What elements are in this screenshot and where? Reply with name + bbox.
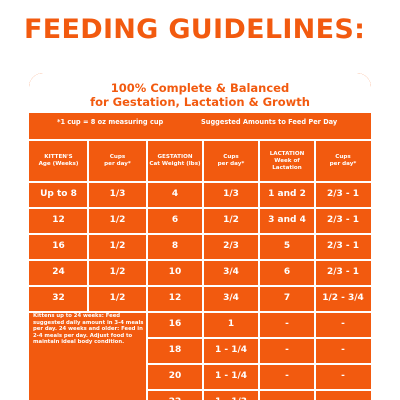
table-cell: -: [285, 345, 289, 355]
table-cell: 2/3 - 1: [326, 267, 360, 277]
table-cell: 2/3 - 1: [326, 215, 360, 225]
table-cell: 4: [171, 189, 179, 199]
table-cell: 12: [52, 215, 65, 225]
table-cell: 16: [168, 319, 182, 329]
table-cell: 6: [283, 267, 291, 277]
divider: [29, 259, 371, 261]
table-cell: 2/3 - 1: [326, 189, 360, 199]
col-header-lactation-cups: Cups per day*: [329, 154, 357, 167]
table-cell: 7: [283, 293, 291, 303]
table-cell: -: [341, 319, 345, 329]
table-cell: 1/2: [109, 293, 126, 303]
table-cell: 6: [171, 215, 179, 225]
divider: [258, 139, 260, 400]
table-cell: 1 - 1/4: [214, 345, 248, 355]
panel-heading-line1: 100% Complete & Balanced: [110, 81, 290, 95]
table-cell: 5: [283, 241, 291, 251]
table-cell: 1: [227, 319, 235, 329]
table-cell: -: [341, 345, 345, 355]
table-cell: 1/3: [223, 189, 239, 199]
divider: [29, 311, 371, 313]
table-cell: 1 - 1/4: [214, 371, 248, 381]
table-cell: 16: [52, 241, 65, 251]
table-cell: Up to 8: [40, 189, 77, 199]
divider: [202, 139, 204, 400]
feeding-note: Kittens up to 24 weeks: Feed suggested d…: [33, 313, 144, 346]
table-cell: 2/3: [223, 241, 239, 251]
table-cell: 3/4: [223, 293, 239, 303]
table-cell: 1/2: [223, 215, 239, 225]
table-cell: -: [259, 389, 315, 400]
panel-heading-line2: for Gestation, Lactation & Growth: [90, 95, 310, 109]
table-cell: 12: [168, 293, 182, 303]
table-cell: 1/2: [109, 267, 126, 277]
divider: [314, 139, 316, 400]
table-cell: -: [285, 371, 289, 381]
table-cell: 3 and 4: [268, 215, 306, 225]
divider: [146, 139, 148, 400]
table-cell: 24: [52, 267, 65, 277]
divider: [87, 139, 89, 311]
table-cell: 2/3 - 1: [326, 241, 360, 251]
table-cell: 32: [52, 293, 65, 303]
table-cell: -: [285, 319, 289, 329]
col-header-kitten-cups: Cups per day*: [104, 154, 131, 167]
divider: [29, 139, 371, 141]
suggested-amounts-label: Suggested Amounts to Feed Per Day: [201, 118, 338, 126]
table-cell: -: [341, 371, 345, 381]
cup-note: *1 cup = 8 oz measuring cup: [57, 118, 164, 126]
table-cell: 8: [171, 241, 179, 251]
table-cell: 22: [147, 389, 203, 400]
table-cell: 1/3: [109, 189, 126, 199]
page-title: FEEDING GUIDELINES:: [24, 14, 366, 45]
col-header-gestation-cups: Cups per day*: [217, 154, 245, 167]
table-cell: 1/2 - 3/4: [322, 293, 364, 303]
divider: [29, 207, 371, 209]
divider: [29, 181, 371, 183]
table-cell: 1 - 1/3: [203, 389, 259, 400]
table-cell: 3/4: [223, 267, 239, 277]
table-cell: 10: [168, 267, 182, 277]
table-cell: 1/2: [109, 241, 126, 251]
divider: [29, 285, 371, 287]
feeding-guidelines-panel: 100% Complete & Balanced for Gestation, …: [29, 73, 371, 400]
col-header-lactation: LACTATION Week of Lactation: [269, 150, 305, 171]
table-cell: -: [315, 389, 371, 400]
table-cell: 20: [168, 371, 182, 381]
panel-heading: 100% Complete & Balanced for Gestation, …: [29, 73, 371, 113]
table-cell: 1 and 2: [268, 189, 306, 199]
col-header-gestation: GESTATION Cat Weight (lbs): [149, 154, 201, 167]
col-header-kitten-age: KITTEN'S Age (Weeks): [38, 154, 79, 167]
table-cell: 1/2: [109, 215, 126, 225]
table-cell: 18: [168, 345, 182, 355]
divider: [29, 233, 371, 235]
